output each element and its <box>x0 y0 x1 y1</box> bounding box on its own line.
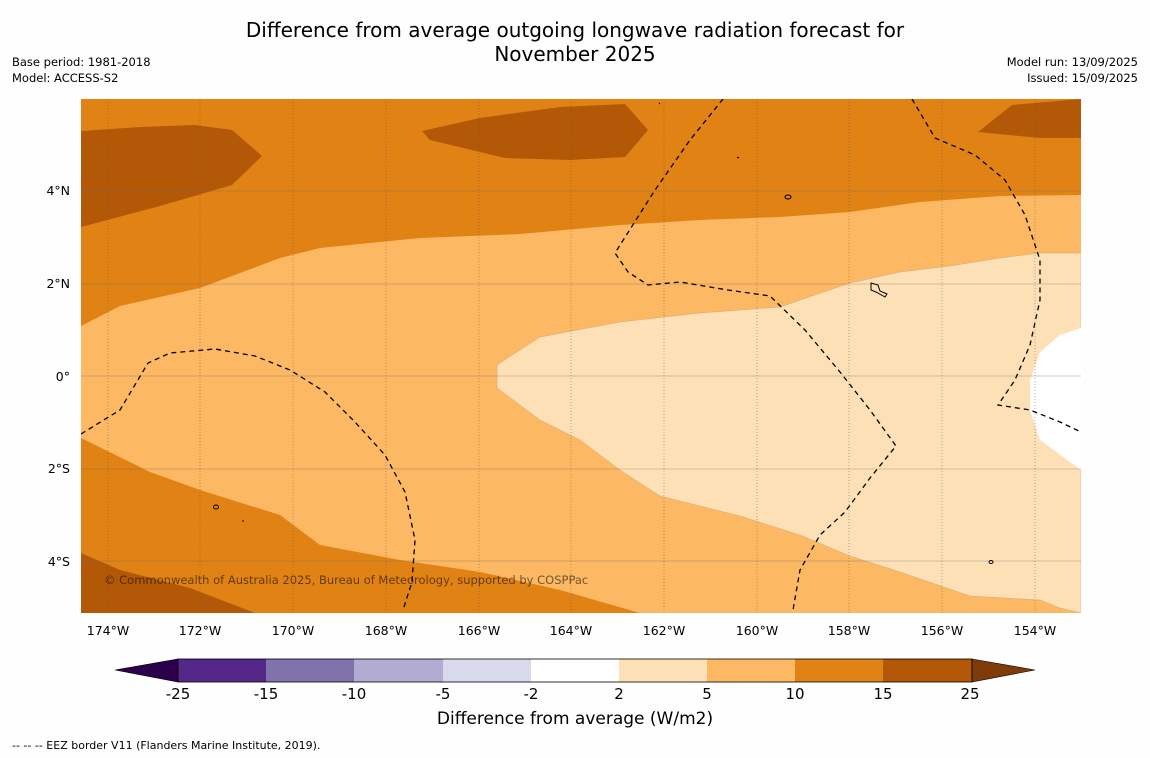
anomaly-band-neutral <box>1030 328 1081 470</box>
colorbar-tick-8: 10 <box>785 685 804 703</box>
colorbar-extend-high <box>971 658 1036 683</box>
colorbar-swatch-4 <box>443 659 531 682</box>
colorbar-swatch-6 <box>619 659 707 682</box>
eez-borders <box>81 99 1081 611</box>
colorbar: -25 -15 -10 -5 -2 2 5 10 15 25 <box>114 658 1036 703</box>
colorbar-extend-low <box>114 658 179 683</box>
eez-border-west <box>81 348 416 611</box>
lon-label-162w: 162°W <box>643 623 685 638</box>
island-6 <box>736 156 740 159</box>
colorbar-tick-3: -10 <box>342 685 367 703</box>
lat-label-2n: 2°N <box>46 276 70 291</box>
lat-label-4n: 4°N <box>46 183 70 198</box>
colorbar-tick-6: 2 <box>614 685 624 703</box>
issued-date: Issued: 15/09/2025 <box>1027 71 1138 85</box>
colorbar-title: Difference from average (W/m2) <box>436 709 714 729</box>
map-title: Difference from average outgoing longwav… <box>0 18 1150 66</box>
colorbar-tick-4: -5 <box>436 685 451 703</box>
colorbar-swatch-8 <box>795 659 883 682</box>
island-2 <box>870 282 888 298</box>
colorbar-tick-9: 15 <box>873 685 892 703</box>
lon-label-168w: 168°W <box>365 623 407 638</box>
eez-border-central <box>614 99 897 611</box>
island-4 <box>988 560 994 564</box>
colorbar-tick-10: 25 <box>960 685 979 703</box>
lon-label-166w: 166°W <box>458 623 500 638</box>
model-name: Model: ACCESS-S2 <box>12 71 119 85</box>
eez-footnote: -- -- -- EEZ border V11 (Flanders Marine… <box>12 739 321 752</box>
colorbar-tick-7: 5 <box>702 685 712 703</box>
title-line-2: November 2025 <box>494 42 656 66</box>
lat-label-0: 0° <box>56 369 70 384</box>
colorbar-swatch-1 <box>178 659 266 682</box>
eez-border-east <box>911 99 1081 433</box>
title-line-1: Difference from average outgoing longwav… <box>245 18 905 42</box>
colorbar-swatch-3 <box>354 659 443 682</box>
islands <box>213 102 994 564</box>
anomaly-patch-15-25-north <box>422 104 648 160</box>
colorbar-tick-2: -15 <box>254 685 279 703</box>
colorbar-tick-5: -2 <box>524 685 539 703</box>
anomaly-band-2-5 <box>496 252 1081 613</box>
lon-label-160w: 160°W <box>736 623 778 638</box>
anomaly-patch-15-25-southwest <box>81 553 255 613</box>
lon-label-154w: 154°W <box>1014 623 1056 638</box>
lon-label-172w: 172°W <box>179 623 221 638</box>
base-period: Base period: 1981-2018 <box>12 55 151 69</box>
lon-label-158w: 158°W <box>828 623 870 638</box>
meta-left: Base period: 1981-2018 Model: ACCESS-S2 <box>12 54 151 86</box>
island-3 <box>213 504 219 510</box>
meta-right: Model run: 13/09/2025 Issued: 15/09/2025 <box>1007 54 1138 86</box>
colorbar-tick-1: -25 <box>166 685 191 703</box>
latitude-lines <box>81 190 1081 562</box>
colorbar-swatch-5 <box>531 659 619 682</box>
anomaly-patch-15-25-west <box>81 125 262 227</box>
lat-label-4s: 4°S <box>48 554 70 569</box>
colorbar-swatch-2 <box>266 659 354 682</box>
lat-label-2s: 2°S <box>48 461 70 476</box>
map-panel <box>81 99 1081 613</box>
island-1 <box>784 194 792 200</box>
lon-label-174w: 174°W <box>87 623 129 638</box>
colorbar-swatch-7 <box>707 659 795 682</box>
copyright-notice: © Commonwealth of Australia 2025, Bureau… <box>104 573 588 587</box>
colorbar-swatch-9 <box>883 659 972 682</box>
lon-label-164w: 164°W <box>550 623 592 638</box>
anomaly-patch-15-25-northeast <box>978 99 1081 138</box>
model-run: Model run: 13/09/2025 <box>1006 55 1138 69</box>
island-5 <box>658 102 661 105</box>
lon-label-170w: 170°W <box>272 623 314 638</box>
lon-label-156w: 156°W <box>921 623 963 638</box>
